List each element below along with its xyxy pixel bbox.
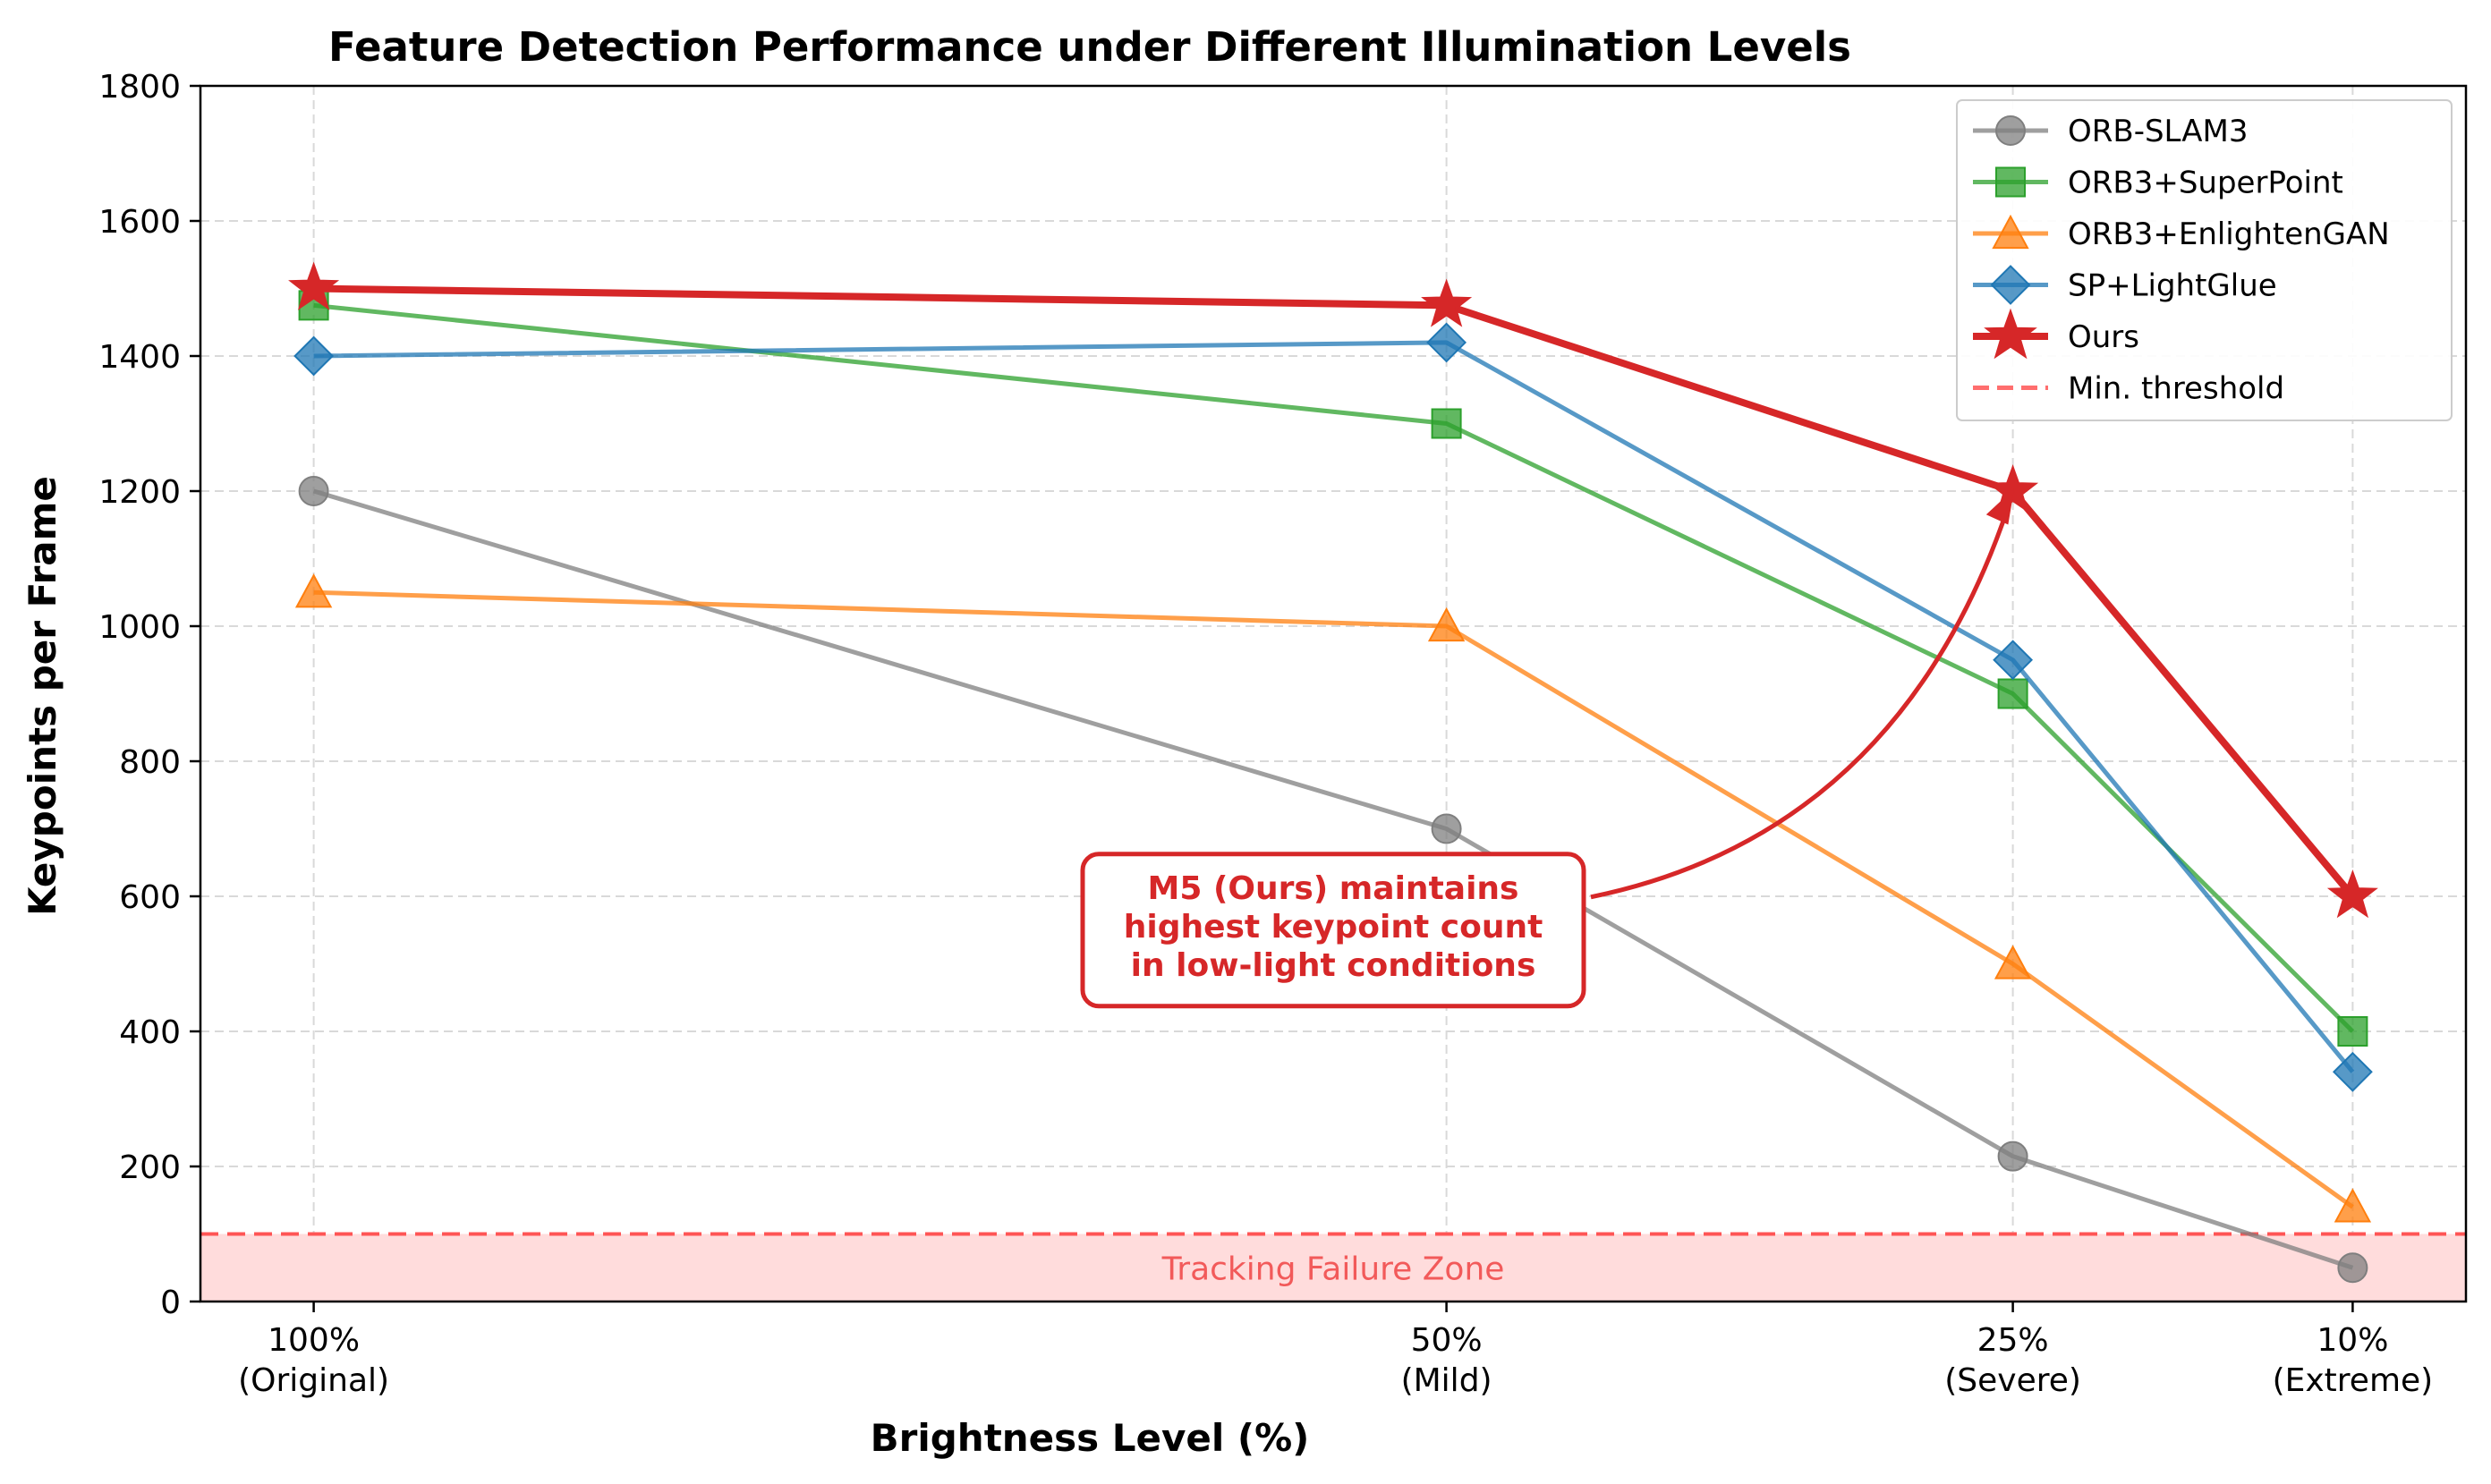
data-point [1421,278,1473,327]
x-tick-sublabel: (Extreme) [2273,1362,2434,1399]
x-tick-sublabel: (Original) [238,1362,389,1399]
annotation-arrowhead [1985,488,2015,525]
x-axis-label: Brightness Level (%) [871,1416,1310,1460]
legend-label: Ours [2068,319,2139,355]
x-tick-label: 50% [1411,1322,1483,1359]
annotation-text: M5 (Ours) maintains [1148,870,1519,907]
legend-marker [1992,214,2029,250]
y-axis-label: Keypoints per Frame [21,476,64,916]
legend-marker [1984,308,2037,360]
axes: 0 200 400 600 800 1000 1200 1400 1600 1800 100%(Or… [98,69,2433,1399]
series-layer [288,261,2378,1284]
x-tick-label: 10% [2317,1322,2388,1359]
series-line [313,589,2354,1209]
data-point [1987,464,2039,513]
series-orb3-enlightengan [294,573,2372,1223]
x-tick-sublabel: (Mild) [1401,1362,1492,1399]
x-tick-label: 25% [1977,1322,2049,1359]
data-point [1997,678,2028,709]
data-point [1431,813,1462,844]
data-point [1427,606,1466,642]
data-point [1431,408,1462,439]
annotation-box [1080,852,1586,1009]
annotation-arrow [1590,508,2010,900]
y-tick-label: 1400 [98,339,181,376]
data-point [293,335,335,377]
series-line [313,340,2355,1073]
data-point [2337,1252,2368,1284]
legend-label: SP+LightGlue [2068,268,2277,304]
data-point [2326,869,2378,919]
legend-label: ORB-SLAM3 [2068,114,2249,149]
legend-item: Min. threshold [1973,371,2284,407]
data-point [288,261,340,310]
legend-label: ORB3+EnlightenGAN [2068,216,2390,252]
failure-zone [200,1234,2466,1302]
series-orb-slam3 [298,476,2368,1284]
series-ours [288,261,2378,919]
data-point [2334,1188,2372,1223]
legend-item: ORB3+EnlightenGAN [1973,214,2390,252]
legend-marker [1995,166,2026,198]
y-tick-label: 200 [119,1149,181,1186]
chart-title: Feature Detection Performance under Diff… [328,23,1851,71]
legend-marker [1995,115,2026,146]
legend-item: ORB3+SuperPoint [1973,165,2343,201]
y-tick-label: 1200 [98,474,181,511]
data-point [2332,1051,2373,1092]
data-point [294,573,333,608]
legend-marker [1990,265,2031,305]
y-tick-label: 1800 [98,69,181,106]
y-tick-label: 1600 [98,204,181,241]
data-point [1993,640,2034,681]
y-tick-label: 800 [119,744,181,781]
data-point [1997,1141,2028,1172]
data-point [1994,945,2032,979]
legend-item: Ours [1973,308,2139,360]
series-line [312,488,2354,1270]
y-tick-label: 400 [119,1014,181,1051]
plot-frame [199,84,2468,1303]
failure-zone-label: Tracking Failure Zone [1161,1251,1505,1287]
legend-box [1956,99,2453,421]
legend-item: SP+LightGlue [1973,265,2277,305]
legend-label: ORB3+SuperPoint [2068,165,2343,201]
legend-item: ORB-SLAM3 [1973,114,2249,149]
annotation-text: in low-light conditions [1131,947,1536,984]
legend-label: Min. threshold [2068,371,2284,407]
data-point [2337,1016,2368,1047]
x-tick-label: 100% [268,1322,360,1359]
y-tick-label: 1000 [98,609,181,646]
annotation-text: highest keypoint count [1124,909,1543,946]
data-point [298,476,329,506]
data-point [1426,322,1467,363]
series-sp-lightglue [293,322,2373,1092]
series-line [313,284,2356,899]
x-tick-sublabel: (Severe) [1944,1362,2081,1399]
y-tick-label: 600 [119,879,181,916]
legend: ORB-SLAM3 ORB3+SuperPoint ORB3+EnlightenGA… [1956,99,2453,421]
y-tick-label: 0 [160,1285,181,1321]
